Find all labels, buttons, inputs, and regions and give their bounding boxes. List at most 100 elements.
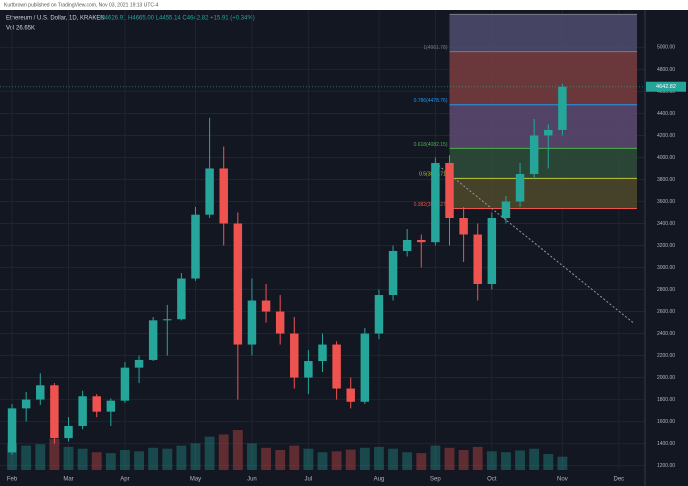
volume-bar	[275, 450, 286, 470]
candle-body	[459, 217, 468, 235]
volume-bar	[543, 454, 554, 470]
candle-body	[487, 217, 497, 285]
x-tick-label: Dec	[613, 477, 624, 483]
fib-label: 0.382(3536.27)	[414, 202, 448, 208]
candle-body	[473, 234, 482, 285]
candle-body	[261, 300, 271, 312]
volume-label: Vol 26.65K	[6, 26, 35, 32]
candle-body	[501, 201, 511, 218]
y-tick-label: 4600.00	[657, 89, 675, 95]
x-tick-label: May	[190, 477, 201, 483]
volume-bar	[162, 448, 173, 470]
candle-body	[374, 295, 384, 334]
x-tick-label: Jul	[305, 477, 313, 483]
volume-bar	[77, 448, 88, 470]
candle-body	[544, 129, 553, 136]
y-tick-label: 3000.00	[657, 265, 675, 271]
volume-bar	[515, 450, 525, 470]
volume-bar	[374, 446, 384, 470]
candle-body	[290, 333, 299, 378]
candle-body	[177, 278, 186, 320]
y-tick-label: 2400.00	[657, 331, 675, 337]
volume-bar	[317, 452, 328, 470]
candle-body	[92, 396, 101, 412]
volume-bar	[176, 445, 187, 470]
fib-label: 1(4961.78)	[423, 45, 448, 51]
candle-body	[360, 333, 370, 402]
candle-body	[21, 399, 31, 409]
candle-body	[78, 396, 87, 426]
volume-bar	[359, 447, 370, 470]
x-tick-label: Nov	[557, 477, 568, 483]
fib-band	[449, 148, 637, 179]
candle-body	[417, 240, 426, 243]
candle-body	[50, 385, 59, 439]
volume-bar	[289, 445, 300, 470]
volume-bar	[105, 453, 116, 470]
fib-band	[449, 178, 637, 209]
x-tick-label: Feb	[7, 477, 18, 483]
candle-body	[402, 240, 412, 252]
volume-bar	[444, 447, 455, 470]
volume-bar	[486, 451, 497, 470]
candle-body	[558, 86, 567, 130]
fib-band	[449, 51, 637, 105]
y-tick-label: 4200.00	[657, 133, 675, 139]
volume-bar	[35, 444, 46, 470]
volume-bar	[148, 447, 159, 470]
volume-bar	[472, 446, 483, 470]
volume-bar	[204, 436, 215, 470]
volume-bar	[63, 446, 74, 470]
volume-bar	[501, 452, 511, 470]
volume-bar	[388, 448, 398, 470]
candle-body	[36, 385, 45, 400]
last-price-label: 4642.82	[656, 84, 676, 90]
y-tick-label: 4400.00	[657, 111, 675, 117]
volume-bar	[134, 451, 144, 470]
volume-bar	[247, 443, 257, 470]
candle-body	[515, 173, 525, 202]
candle-body	[219, 168, 228, 224]
fib-band	[449, 14, 637, 52]
y-tick-label: 3200.00	[657, 243, 675, 249]
candle-body	[529, 135, 539, 174]
y-tick-label: 1800.00	[657, 397, 675, 403]
volume-bar	[232, 430, 243, 470]
candle-body	[247, 300, 257, 345]
chart-title: Ethereum / U.S. Dollar, 1D, KRAKEN	[6, 16, 105, 22]
candle-body	[388, 251, 398, 296]
candle-body	[275, 311, 285, 334]
y-tick-label: 2800.00	[657, 287, 675, 293]
candle-body	[120, 367, 130, 401]
volume-bar	[49, 438, 60, 470]
y-tick-label: 2000.00	[657, 375, 675, 381]
candle-body	[346, 388, 355, 402]
y-tick-label: 1200.00	[657, 463, 675, 469]
x-tick-label: Aug	[374, 477, 385, 483]
fib-label: 0.618(4082.15)	[414, 142, 448, 148]
x-tick-label: Oct	[487, 477, 497, 483]
volume-bar	[458, 450, 469, 470]
volume-bar	[416, 453, 427, 470]
volume-bar	[21, 445, 32, 470]
candle-body	[7, 408, 17, 453]
candle-body	[304, 361, 313, 378]
volume-bar	[7, 443, 17, 470]
publisher-line: Kurtbrown published on TradingView.com, …	[4, 2, 159, 8]
volume-bar	[91, 452, 102, 470]
candle-body	[233, 223, 243, 345]
y-tick-label: 4000.00	[657, 155, 675, 161]
y-tick-label: 2200.00	[657, 353, 675, 359]
volume-bar	[303, 448, 314, 470]
volume-bar	[190, 443, 201, 470]
candle-body	[106, 400, 116, 412]
volume-bar	[331, 451, 342, 470]
candle-body	[148, 320, 158, 360]
candle-body	[431, 162, 440, 243]
fib-label: 0.786(4478.76)	[414, 98, 448, 104]
candle-body	[163, 319, 172, 321]
volume-bar	[261, 447, 271, 470]
y-tick-label: 4800.00	[657, 67, 675, 73]
